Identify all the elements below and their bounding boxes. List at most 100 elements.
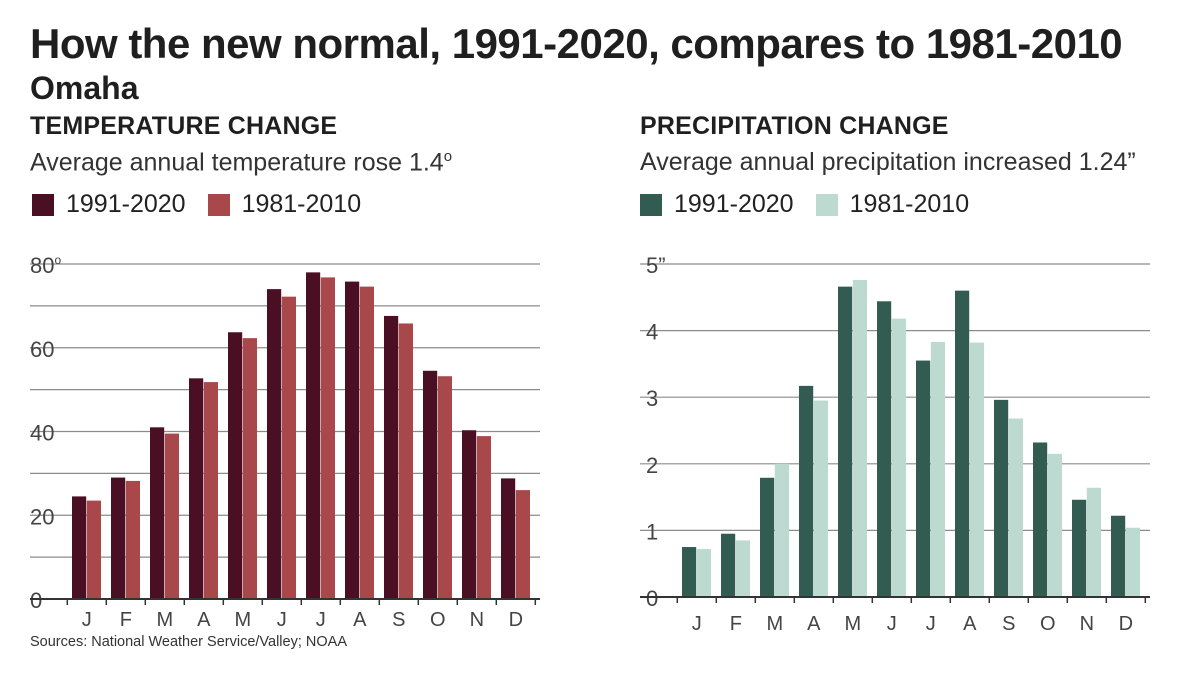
y-tick-label: 1 — [646, 519, 658, 544]
bar-1981-2010-4 — [852, 279, 867, 597]
bar-1981-2010-5 — [891, 318, 906, 597]
bar-1981-2010-5 — [281, 296, 296, 599]
bar-1991-2020-7 — [955, 290, 970, 597]
x-tick-label: J — [316, 609, 326, 631]
y-tick-label: 2 — [646, 453, 658, 478]
bar-1991-2020-6 — [916, 360, 931, 597]
bar-1991-2020-4 — [838, 286, 853, 597]
bar-1981-2010-0 — [696, 549, 711, 597]
legend-swatch-1981-2010 — [207, 193, 230, 216]
bar-1981-2010-7 — [969, 342, 984, 597]
temperature-description: Average annual temperature rose 1.4o — [30, 148, 452, 177]
temperature-legend: 1991-2020 1981-2010 — [32, 190, 383, 219]
bar-1981-2010-3 — [813, 400, 828, 597]
y-tick-label: 60 — [30, 337, 54, 362]
bar-1991-2020-4 — [228, 332, 243, 599]
x-tick-label: O — [430, 609, 446, 631]
bar-1981-2010-2 — [774, 463, 789, 597]
legend-item: 1981-2010 — [207, 190, 362, 219]
legend-swatch-1991-2020 — [640, 193, 662, 216]
precipitation-description: Average annual precipitation increased 1… — [640, 148, 1136, 176]
bar-1981-2010-3 — [203, 382, 218, 599]
x-tick-label: M — [234, 609, 251, 631]
x-tick-label: N — [1080, 613, 1094, 635]
bar-1991-2020-8 — [384, 315, 399, 599]
legend-label: 1991-2020 — [674, 190, 794, 218]
y-tick-label: 5” — [646, 253, 666, 278]
bar-1981-2010-11 — [515, 490, 530, 599]
city-subtitle: Omaha — [30, 70, 139, 106]
bar-1991-2020-0 — [72, 496, 87, 599]
bar-1991-2020-11 — [501, 478, 516, 599]
x-tick-label: A — [197, 609, 211, 631]
y-tick-label: 3 — [646, 386, 658, 411]
x-tick-label: M — [766, 613, 783, 635]
y-tick-label: 40 — [30, 421, 54, 446]
x-tick-label: F — [730, 613, 742, 635]
bar-1981-2010-1 — [735, 540, 750, 597]
bar-1991-2020-2 — [150, 427, 165, 599]
x-tick-label: D — [509, 609, 523, 631]
x-tick-label: F — [120, 609, 132, 631]
bar-1981-2010-9 — [1047, 453, 1062, 597]
bar-1991-2020-11 — [1111, 515, 1126, 597]
y-tick-label: 20 — [30, 504, 54, 529]
bar-1981-2010-8 — [1008, 418, 1023, 597]
bar-1981-2010-6 — [320, 277, 335, 599]
y-tick-label: 4 — [646, 320, 658, 345]
precipitation-legend: 1991-2020 1981-2010 — [640, 190, 991, 219]
bar-1991-2020-8 — [994, 399, 1009, 597]
bar-1981-2010-10 — [476, 436, 491, 599]
legend-swatch-1991-2020 — [32, 193, 54, 216]
x-tick-label: D — [1119, 613, 1133, 635]
x-tick-label: J — [887, 613, 897, 635]
x-tick-label: J — [277, 609, 287, 631]
temperature-heading: TEMPERATURE CHANGE — [30, 112, 338, 140]
x-tick-label: S — [1002, 613, 1015, 635]
x-tick-label: J — [82, 609, 92, 631]
bar-1981-2010-1 — [125, 480, 140, 599]
bar-1991-2020-10 — [1072, 499, 1087, 597]
bar-1981-2010-10 — [1086, 487, 1101, 597]
bar-1991-2020-6 — [306, 272, 321, 599]
degree-sup: o — [443, 148, 453, 165]
legend-item: 1991-2020 — [32, 190, 186, 219]
x-tick-label: J — [692, 613, 702, 635]
bar-1991-2020-9 — [1033, 442, 1048, 597]
bar-1981-2010-8 — [398, 323, 413, 599]
bar-1991-2020-1 — [721, 533, 736, 597]
bar-1991-2020-3 — [189, 378, 204, 599]
bar-1991-2020-5 — [877, 301, 892, 597]
legend-label: 1981-2010 — [241, 190, 362, 218]
bar-1991-2020-10 — [462, 430, 477, 599]
x-tick-label: A — [807, 613, 821, 635]
x-tick-label: M — [844, 613, 861, 635]
bar-1981-2010-11 — [1125, 527, 1140, 597]
x-tick-label: A — [353, 609, 367, 631]
bar-1981-2010-2 — [164, 433, 179, 599]
y-tick-label: 0 — [646, 586, 658, 611]
temperature-description-text: Average annual temperature rose 1.4 — [30, 148, 444, 177]
bar-1981-2010-6 — [930, 341, 945, 597]
bar-1981-2010-7 — [359, 286, 374, 599]
source-note: Sources: National Weather Service/Valley… — [30, 634, 347, 650]
x-tick-label: M — [156, 609, 173, 631]
x-tick-label: J — [926, 613, 936, 635]
x-tick-label: O — [1040, 613, 1056, 635]
precipitation-heading: PRECIPITATION CHANGE — [640, 112, 949, 140]
bar-1991-2020-0 — [682, 547, 697, 597]
main-title: How the new normal, 1991-2020, compares … — [30, 20, 1123, 67]
x-tick-label: N — [470, 609, 484, 631]
y-tick-label: 0 — [30, 588, 42, 613]
bar-1981-2010-4 — [242, 338, 257, 599]
legend-item: 1981-2010 — [815, 190, 970, 219]
bar-1981-2010-9 — [437, 376, 452, 599]
bar-1991-2020-7 — [345, 281, 360, 599]
bar-1991-2020-2 — [760, 477, 775, 597]
x-tick-label: A — [963, 613, 977, 635]
legend-label: 1981-2010 — [849, 190, 970, 218]
bar-1991-2020-1 — [111, 477, 126, 599]
bar-1991-2020-9 — [423, 370, 438, 599]
